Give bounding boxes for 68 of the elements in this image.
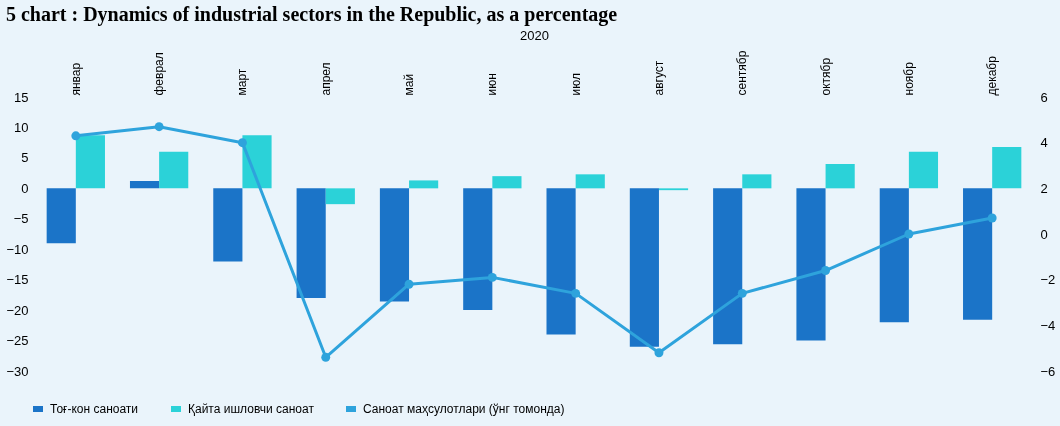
- bar: [825, 163, 855, 189]
- legend-label: Қайта ишловчи саноат: [188, 402, 315, 416]
- x-tick-label: июн: [485, 73, 500, 96]
- point: [487, 272, 497, 282]
- x-tick-label: май: [402, 73, 417, 96]
- point: [987, 213, 997, 223]
- x-tick-label: декабр: [985, 55, 1000, 96]
- bar: [296, 188, 326, 298]
- bar: [463, 188, 493, 311]
- y-tick-label: −30: [6, 363, 29, 379]
- bar: [742, 174, 772, 189]
- point: [654, 348, 664, 358]
- y-tick-label: 15: [14, 89, 29, 105]
- bar: [325, 188, 355, 205]
- bar: [908, 151, 939, 189]
- bar: [546, 188, 576, 335]
- chart-title: 5 chart : Dynamics of industrial sectors in the Republic, as a percentage: [5, 3, 618, 27]
- y-tick-label: −5: [13, 211, 29, 227]
- bar: [129, 181, 160, 189]
- x-axis-title: 2020: [520, 27, 549, 43]
- point: [404, 279, 414, 289]
- point: [71, 131, 81, 141]
- x-tick-label: сентябр: [735, 50, 750, 96]
- bar: [575, 174, 605, 189]
- bar: [879, 188, 909, 323]
- y-tick-label: −20: [6, 302, 29, 318]
- x-tick-label: июл: [568, 73, 583, 96]
- y-tick-label: −10: [6, 241, 29, 257]
- y2-tick-label: −4: [1040, 317, 1056, 333]
- y-tick-label: 10: [14, 119, 29, 135]
- y2-tick-label: −2: [1040, 272, 1056, 288]
- y-tick-label: 5: [21, 150, 29, 166]
- bar: [492, 176, 522, 189]
- y2-tick-label: 2: [1040, 180, 1048, 196]
- bar: [409, 180, 439, 189]
- bar: [379, 188, 410, 302]
- y-tick-label: −15: [6, 272, 29, 288]
- bar: [159, 151, 189, 189]
- point: [737, 288, 747, 298]
- x-tick-label: октябр: [818, 57, 833, 96]
- point: [154, 122, 164, 132]
- bar: [796, 188, 826, 341]
- point: [904, 229, 914, 239]
- x-tick-label: апрел: [318, 62, 333, 96]
- point: [321, 352, 331, 362]
- bar: [213, 188, 243, 262]
- y2-tick-label: 0: [1040, 226, 1048, 242]
- bar: [713, 188, 743, 345]
- point: [821, 266, 831, 275]
- bar: [46, 188, 76, 244]
- point: [237, 138, 247, 148]
- bar: [963, 188, 993, 320]
- legend-label: Тоғ-кон саноати: [50, 402, 139, 416]
- x-tick-label: ноябр: [901, 61, 916, 96]
- x-tick-label: август: [651, 60, 666, 96]
- y-tick-label: −25: [6, 333, 29, 349]
- y-tick-label: 0: [21, 180, 29, 196]
- y2-tick-label: 4: [1040, 135, 1048, 151]
- point: [571, 288, 581, 298]
- x-tick-label: март: [235, 68, 250, 96]
- x-tick-label: январ: [68, 62, 83, 96]
- x-tick-label: феврал: [152, 52, 167, 96]
- bar: [75, 135, 105, 189]
- legend-label: Саноат маҳсулотлари (ўнг томонда): [363, 402, 565, 416]
- bar: [629, 188, 659, 347]
- y2-tick-label: −6: [1040, 363, 1056, 379]
- y2-tick-label: 6: [1040, 89, 1048, 105]
- bar: [992, 146, 1022, 189]
